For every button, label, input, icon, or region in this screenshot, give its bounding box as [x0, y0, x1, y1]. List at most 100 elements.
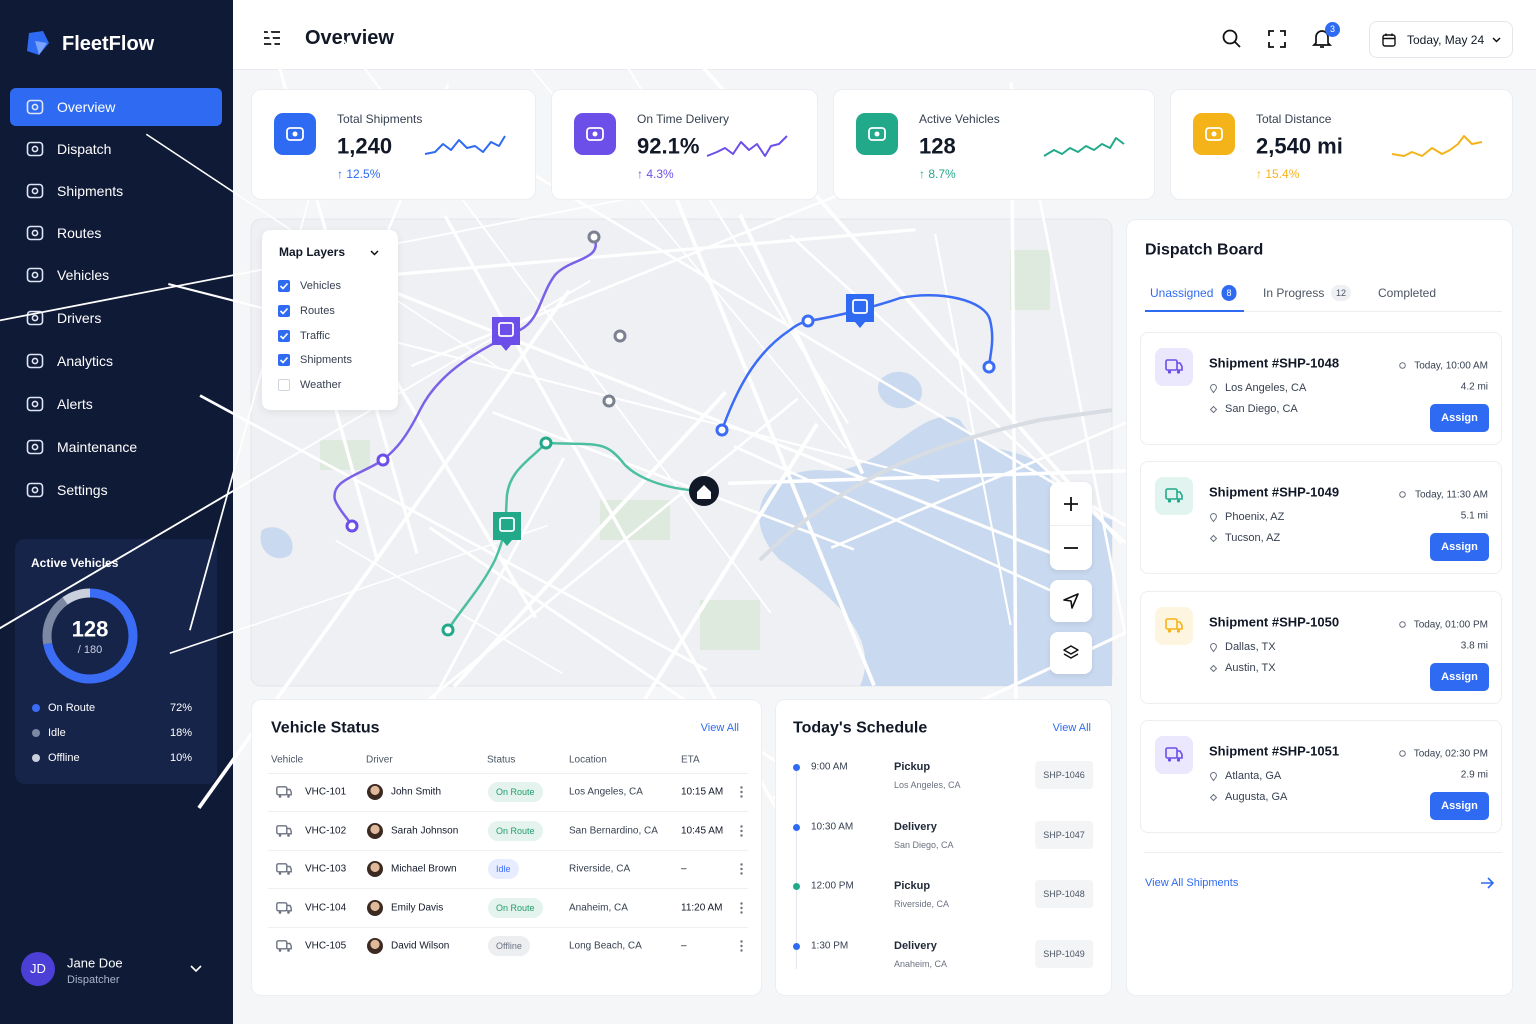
shipment-icon	[1155, 477, 1193, 516]
shipment-to: Augusta, GA	[1225, 790, 1288, 803]
card-title: Vehicle Status	[271, 719, 380, 737]
legend-dot	[32, 704, 40, 712]
nav-item[interactable]: Settings	[10, 471, 222, 509]
legend-name: On Route	[48, 702, 96, 714]
view-all-shipments-link[interactable]: View All Shipments	[1145, 877, 1239, 889]
assign-button[interactable]: Assign	[1430, 791, 1489, 820]
map-road	[733, 445, 1076, 603]
shipment-time: Today, 11:30 AM	[1414, 489, 1488, 501]
check-mark	[279, 332, 289, 340]
nav-item[interactable]: Alerts	[10, 385, 222, 423]
shipment-to: San Diego, CA	[1225, 403, 1298, 415]
nav-item[interactable]: Routes	[10, 214, 222, 252]
shipment-from: Phoenix, AZ	[1225, 511, 1285, 524]
brand-name: FleetFlow	[62, 33, 155, 55]
vehicle-icon	[276, 901, 292, 914]
tab-label[interactable]: Completed	[1378, 286, 1437, 300]
kpi-icon	[1193, 113, 1235, 155]
assign-button[interactable]: Assign	[1430, 404, 1489, 432]
view-all-link[interactable]: View All	[1052, 722, 1091, 734]
nav-label: Shipments	[57, 183, 124, 199]
plus-icon	[1064, 497, 1078, 511]
shipment-time: Today, 02:30 PM	[1413, 748, 1488, 760]
tab-label[interactable]: Unassigned	[1150, 286, 1214, 300]
nav-icon	[26, 353, 44, 369]
assign-button[interactable]: Assign	[1430, 662, 1489, 691]
map-highway	[758, 408, 1113, 562]
shipment-title: Shipment #SHP-1050	[1209, 614, 1340, 630]
date-chevron	[1492, 37, 1501, 43]
vehicle-id: VHC-104	[305, 902, 347, 914]
kpi-label: Active Vehicles	[919, 112, 1000, 126]
shipment-icon	[1155, 606, 1193, 645]
map-road	[189, 143, 326, 631]
date-label: Today, May 24	[1407, 33, 1485, 47]
schedule-type: Delivery	[894, 820, 937, 833]
location: San Bernardino, CA	[569, 825, 658, 837]
status-pill: Offline	[488, 936, 530, 957]
route-stop	[539, 436, 553, 450]
shipment-glyph	[1165, 617, 1183, 633]
layer-checkbox[interactable]	[278, 354, 290, 367]
zoom-out-button[interactable]	[1050, 526, 1092, 570]
route-line	[333, 235, 597, 528]
nav-item[interactable]: Vehicles	[10, 256, 222, 294]
nav-item[interactable]: Drivers	[10, 299, 222, 337]
date-picker[interactable]: Today, May 24	[1369, 21, 1513, 58]
nav-item[interactable]: Analytics	[10, 342, 222, 380]
nav-item[interactable]: Shipments	[10, 172, 222, 210]
assign-button[interactable]: Assign	[1430, 533, 1489, 562]
kpi-label: Total Distance	[1256, 112, 1332, 126]
nav-item[interactable]: Maintenance	[10, 428, 222, 466]
status-pill: Idle	[488, 859, 519, 880]
clock-icon	[1399, 491, 1406, 499]
layer-checkbox[interactable]	[278, 280, 290, 292]
check-mark	[279, 357, 289, 365]
driver-avatar	[367, 784, 383, 800]
tab-count: 8	[1221, 285, 1237, 301]
clock-icon	[1399, 362, 1406, 369]
legend-dot	[32, 729, 40, 737]
destination-icon	[1209, 535, 1218, 543]
minus-icon	[1064, 547, 1078, 549]
timeline-dot	[793, 883, 800, 891]
legend-value: 72%	[169, 702, 192, 714]
kpi-change: ↑ 15.4%	[1256, 167, 1300, 181]
vehicle-status-card: Vehicle Status View All Vehicle Driver Statu…	[251, 699, 762, 996]
locate-button[interactable]	[1050, 580, 1092, 622]
layer-checkbox[interactable]	[278, 329, 290, 342]
nav-icon	[26, 396, 44, 412]
map-layers-chevron	[370, 250, 379, 256]
nav-item[interactable]: Overview	[10, 88, 222, 126]
nav-icon	[26, 183, 44, 199]
legend-name: Offline	[48, 752, 80, 764]
view-all-link[interactable]: View All	[700, 722, 739, 734]
row-menu	[740, 786, 743, 798]
map-layers-panel: Map Layers Vehicles Routes Traffic Shipments…	[262, 230, 398, 410]
arrow-icon	[1481, 877, 1495, 889]
row-menu	[740, 940, 743, 953]
layer-checkbox[interactable]	[278, 379, 290, 392]
shipment-distance: 2.9 mi	[1460, 769, 1488, 781]
nav-icon	[26, 99, 44, 115]
tab-label[interactable]: In Progress	[1263, 286, 1325, 300]
user-name: Jane Doe	[67, 955, 123, 971]
driver-avatar	[367, 938, 383, 955]
origin-icon	[1209, 384, 1218, 394]
route-stop	[602, 394, 616, 408]
shipment-id-pill: SHP-1049	[1035, 939, 1093, 968]
map-road	[426, 457, 565, 711]
check-mark	[279, 307, 289, 315]
eta: 11:20 AM	[681, 902, 723, 914]
kpi-sparkline	[1043, 137, 1125, 157]
layers-button[interactable]	[1050, 632, 1092, 674]
kpi-glyph	[1205, 127, 1223, 141]
zoom-in-button[interactable]	[1050, 482, 1092, 526]
layer-checkbox[interactable]	[278, 304, 290, 317]
footer-divider	[1144, 852, 1502, 853]
notification-badge: 3	[1325, 22, 1340, 37]
nav-item[interactable]: Dispatch	[10, 130, 222, 168]
driver-avatar	[367, 822, 383, 839]
calendar-icon	[1382, 33, 1396, 47]
brand-logo	[27, 31, 49, 55]
